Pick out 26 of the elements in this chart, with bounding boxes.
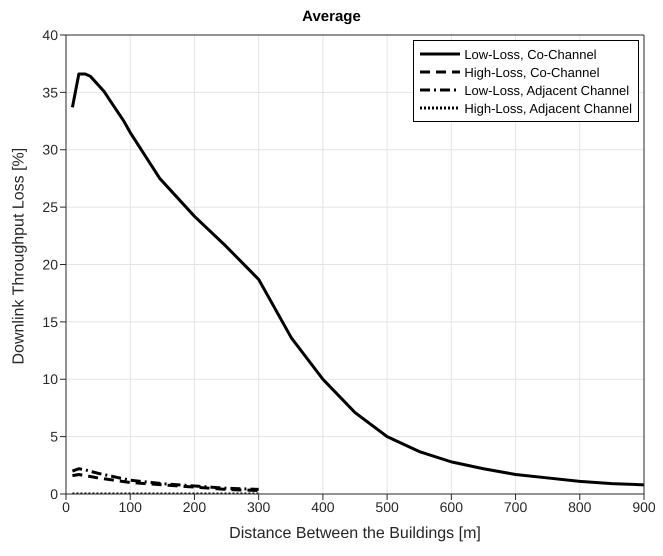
y-axis-title: Downlink Throughput Loss [%] xyxy=(10,148,28,364)
legend-label: Low-Loss, Co-Channel xyxy=(464,46,597,62)
x-tick-label: 300 xyxy=(246,498,271,515)
x-tick-label: 0 xyxy=(62,498,70,515)
y-tick-label: 20 xyxy=(42,256,58,272)
x-tick-label: 900 xyxy=(632,498,656,515)
x-tick-label: 700 xyxy=(504,498,528,515)
x-tick-label: 600 xyxy=(440,498,464,515)
legend-label: High-Loss, Co-Channel xyxy=(464,64,600,80)
x-axis-title: Distance Between the Buildings [m] xyxy=(229,525,481,542)
y-tick-label: 40 xyxy=(42,26,58,43)
y-tick-label: 5 xyxy=(50,428,58,445)
x-tick-label: 800 xyxy=(568,498,592,515)
y-tick-label: 0 xyxy=(50,486,58,502)
x-tick-label: 200 xyxy=(182,498,206,515)
x-tick-label: 100 xyxy=(118,498,142,515)
y-tick-label: 35 xyxy=(42,84,58,100)
legend-label: High-Loss, Adjacent Channel xyxy=(464,100,632,116)
y-tick-label: 25 xyxy=(42,199,58,216)
y-tick-label: 30 xyxy=(42,142,58,158)
legend-label: Low-Loss, Adjacent Channel xyxy=(464,82,630,98)
y-tick-label: 10 xyxy=(42,371,58,388)
chart-title: Average xyxy=(301,8,362,25)
y-tick-label: 15 xyxy=(42,314,58,330)
x-tick-label: 500 xyxy=(375,498,400,515)
x-tick-label: 400 xyxy=(311,498,335,515)
